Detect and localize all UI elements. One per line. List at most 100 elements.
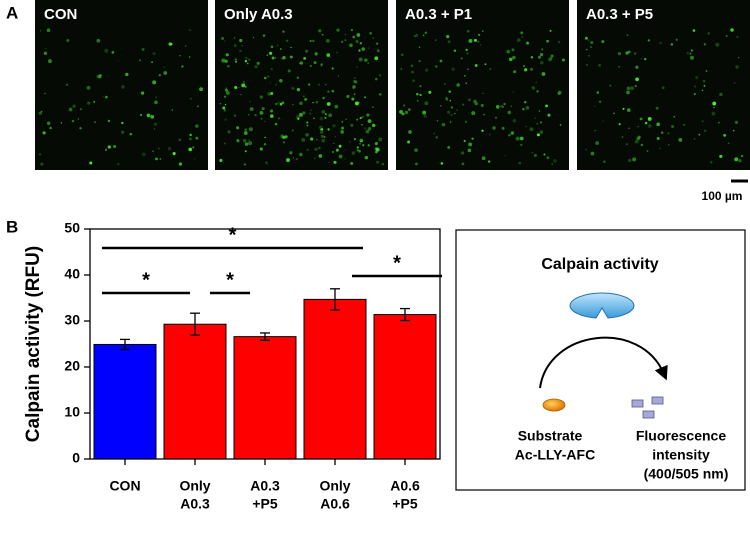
cell-speck	[617, 52, 622, 56]
cell-speck	[77, 118, 80, 120]
diagram-title: Calpain activity	[541, 256, 658, 273]
cell-speck	[446, 35, 450, 39]
cell-speck	[738, 158, 742, 163]
y-tick-label: 0	[72, 450, 80, 466]
cell-speck	[371, 123, 376, 128]
cell-speck	[707, 32, 711, 35]
cell-speck	[244, 142, 249, 146]
cell-speck	[404, 110, 409, 115]
cell-speck	[628, 50, 631, 54]
cell-speck	[447, 40, 451, 44]
cell-speck	[626, 86, 631, 91]
cell-speck	[96, 38, 101, 43]
cell-speck	[270, 45, 274, 49]
cell-speck	[86, 85, 91, 90]
cell-speck	[359, 138, 363, 142]
cell-speck	[484, 63, 487, 66]
cell-speck	[46, 121, 51, 125]
cell-speck	[659, 147, 661, 149]
cell-speck	[718, 121, 720, 124]
cell-speck	[702, 79, 706, 83]
cell-speck	[264, 120, 266, 122]
cell-speck	[464, 120, 468, 123]
cell-speck	[107, 119, 111, 123]
cell-speck	[65, 83, 69, 86]
cell-speck	[185, 45, 187, 47]
cell-speck	[354, 101, 359, 106]
cell-speck	[506, 49, 510, 54]
cell-speck	[333, 161, 336, 163]
cell-speck	[447, 145, 451, 149]
cell-speck	[270, 114, 274, 118]
cell-speck	[441, 122, 446, 127]
cell-speck	[415, 162, 418, 166]
cell-speck	[683, 124, 685, 126]
cell-speck	[513, 70, 517, 74]
cell-speck	[259, 110, 264, 115]
cell-speck	[44, 92, 46, 95]
cell-speck	[367, 127, 372, 131]
cell-speck	[341, 126, 345, 130]
cell-speck	[241, 45, 243, 47]
cell-speck	[236, 126, 240, 130]
image-row: CON Only A0.3 A0.3 + P1 A0.3 + P5	[35, 0, 750, 170]
cell-speck	[309, 112, 312, 115]
cell-speck	[319, 147, 321, 149]
cell-speck	[341, 121, 344, 123]
cell-speck	[223, 109, 226, 112]
cell-speck	[79, 127, 82, 130]
significance-label: *	[142, 269, 150, 291]
cell-speck	[356, 118, 359, 121]
cell-speck	[326, 53, 331, 57]
cell-speck	[534, 117, 536, 120]
cell-speck	[323, 136, 326, 138]
cell-speck	[596, 91, 600, 94]
cell-speck	[49, 126, 52, 130]
cell-speck	[172, 152, 176, 156]
cell-speck	[668, 143, 670, 146]
cell-speck	[313, 61, 317, 65]
cell-speck	[500, 105, 502, 108]
cell-speck	[224, 40, 226, 42]
cell-speck	[193, 158, 196, 160]
cell-speck	[536, 133, 540, 137]
cell-speck	[719, 154, 723, 159]
cell-speck	[524, 68, 528, 72]
cell-speck	[445, 97, 449, 101]
cell-speck	[274, 122, 278, 126]
cell-speck	[584, 36, 588, 40]
cell-speck	[526, 41, 530, 45]
cell-speck	[291, 129, 294, 132]
cell-speck	[238, 86, 240, 89]
cell-speck	[299, 152, 303, 157]
cell-speck	[169, 42, 173, 46]
cell-speck	[647, 117, 652, 121]
cell-speck	[102, 96, 104, 98]
cell-speck	[408, 130, 412, 134]
cell-speck	[374, 56, 379, 61]
cell-speck	[408, 108, 411, 111]
product-icon	[651, 396, 664, 405]
cell-speck	[188, 29, 192, 32]
micrograph: A0.3 + P5	[577, 0, 750, 170]
cell-speck	[259, 95, 263, 99]
cell-speck	[266, 163, 269, 166]
cell-speck	[516, 38, 521, 42]
cell-speck	[141, 152, 146, 157]
cell-speck	[282, 141, 286, 144]
cell-speck	[435, 65, 438, 68]
cell-speck	[267, 92, 271, 96]
cell-speck	[364, 96, 366, 99]
cell-speck	[155, 157, 158, 161]
cell-speck	[449, 99, 451, 102]
cell-speck	[223, 142, 226, 145]
cell-speck	[456, 83, 460, 87]
cell-speck	[329, 56, 331, 58]
micrograph-background	[577, 0, 750, 170]
cell-speck	[299, 101, 303, 105]
cell-speck	[545, 104, 548, 108]
cell-speck	[713, 106, 715, 109]
cell-speck	[351, 97, 355, 101]
cell-speck	[374, 147, 379, 151]
cell-speck	[297, 117, 300, 120]
